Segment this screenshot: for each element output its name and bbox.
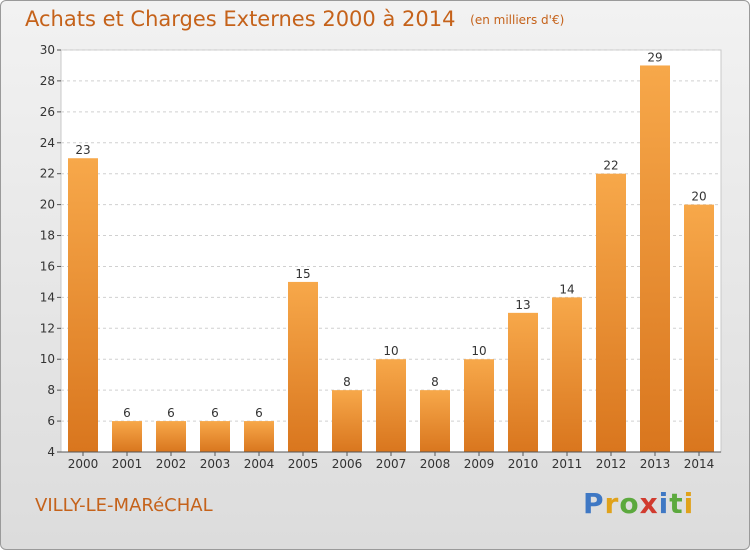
y-tick-label: 20: [40, 198, 55, 212]
y-tick-label: 16: [40, 259, 55, 273]
y-tick-label: 14: [40, 290, 55, 304]
data-label-2010: 13: [515, 298, 530, 312]
y-tick-label: 6: [47, 414, 55, 428]
data-label-2007: 10: [383, 344, 398, 358]
x-tick-label: 2008: [420, 457, 451, 471]
data-label-2005: 15: [295, 267, 310, 281]
data-label-2008: 8: [431, 375, 439, 389]
bar-2009: [464, 359, 494, 452]
y-tick-label: 24: [40, 136, 55, 150]
bar-2004: [244, 421, 274, 452]
y-tick-label: 8: [47, 383, 55, 397]
logo-letter: o: [619, 487, 640, 520]
y-tick-label: 4: [47, 445, 55, 459]
bar-2014: [684, 204, 714, 452]
y-tick-label: 18: [40, 229, 55, 243]
x-tick-label: 2006: [332, 457, 363, 471]
logo-letter: P: [583, 487, 605, 520]
x-tick-label: 2000: [68, 457, 99, 471]
x-axis: 2000 2001 2002 2003 2004 2005 2006 2007 2008 2009…: [61, 451, 721, 471]
bar-2008: [420, 390, 450, 452]
y-tick-label: 10: [40, 352, 55, 366]
bars: [68, 65, 714, 452]
data-label-2001: 6: [123, 406, 131, 420]
data-labels: 23 6 6 6 6 15 8 10 8 10 13 14 22 29 20: [75, 50, 706, 420]
x-tick-label: 2010: [508, 457, 539, 471]
x-tick-label: 2014: [684, 457, 715, 471]
x-tick-label: 2004: [244, 457, 275, 471]
y-tick-label: 30: [40, 43, 55, 57]
chart-title-text: Achats et Charges Externes 2000 à 2014: [25, 7, 456, 31]
x-tick-label: 2002: [156, 457, 187, 471]
commune-name: VILLY-LE-MARéCHAL: [35, 495, 213, 516]
logo-letter: r: [604, 487, 620, 520]
data-label-2012: 22: [603, 159, 618, 173]
x-tick-label: 2007: [376, 457, 407, 471]
y-axis: 4 6 8 10 12 14 16 18 20 22 24 26 28 30: [40, 43, 61, 459]
y-tick-label: 26: [40, 105, 55, 119]
data-label-2013: 29: [647, 50, 662, 64]
bar-2010: [508, 312, 538, 452]
bar-2006: [332, 390, 362, 452]
x-tick-label: 2005: [288, 457, 319, 471]
data-label-2004: 6: [255, 406, 263, 420]
chart-subtitle: (en milliers d'€): [470, 13, 565, 27]
bar-2005: [288, 281, 318, 452]
data-label-2006: 8: [343, 375, 351, 389]
y-tick-label: 12: [40, 321, 55, 335]
logo-letter: t: [669, 487, 684, 520]
data-label-2011: 14: [559, 282, 574, 296]
x-tick-label: 2012: [596, 457, 627, 471]
data-label-2000: 23: [75, 143, 90, 157]
logo-letter: i: [683, 487, 695, 520]
data-label-2009: 10: [471, 344, 486, 358]
bar-2012: [596, 173, 626, 452]
data-label-2014: 20: [691, 190, 706, 204]
bar-2003: [200, 421, 230, 452]
logo-letter: x: [639, 487, 659, 520]
x-tick-label: 2009: [464, 457, 495, 471]
chart-title: Achats et Charges Externes 2000 à 2014 (…: [25, 7, 564, 31]
y-tick-label: 22: [40, 167, 55, 181]
y-tick-label: 28: [40, 74, 55, 88]
x-tick-label: 2001: [112, 457, 143, 471]
bar-2000: [68, 158, 98, 452]
bar-2013: [640, 65, 670, 452]
x-tick-label: 2003: [200, 457, 231, 471]
data-label-2003: 6: [211, 406, 219, 420]
bar-2001: [112, 421, 142, 452]
x-tick-label: 2011: [552, 457, 583, 471]
proxiti-logo: Proxiti: [583, 487, 694, 520]
x-tick-label: 2013: [640, 457, 671, 471]
bar-2011: [552, 297, 582, 452]
logo-letter: i: [658, 487, 670, 520]
bar-2002: [156, 421, 186, 452]
data-label-2002: 6: [167, 406, 175, 420]
bar-2007: [376, 359, 406, 452]
